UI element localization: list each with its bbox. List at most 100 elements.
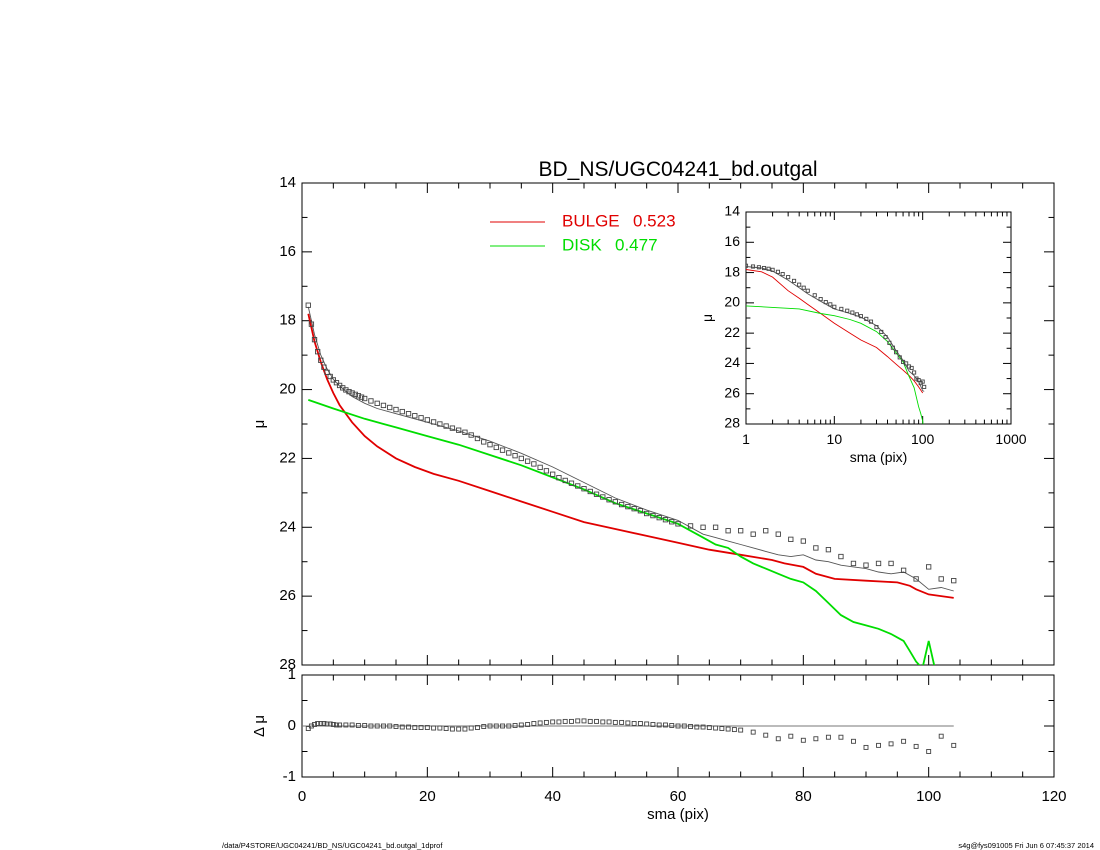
y-axis-label: μ bbox=[699, 314, 715, 322]
data-point bbox=[449, 726, 455, 732]
data-point bbox=[763, 528, 769, 534]
data-point bbox=[828, 302, 833, 307]
data-point bbox=[431, 725, 437, 731]
data-point bbox=[731, 727, 737, 733]
data-point bbox=[875, 560, 882, 567]
data-point bbox=[581, 718, 587, 724]
data-point bbox=[894, 350, 899, 355]
data-point bbox=[612, 499, 618, 505]
y-axis-label: μ bbox=[251, 420, 268, 429]
data-point bbox=[562, 477, 568, 484]
data-point bbox=[346, 388, 352, 395]
legend-disk-value: 0.477 bbox=[615, 235, 658, 254]
data-point bbox=[368, 398, 374, 404]
x-tick-label: 1000 bbox=[995, 431, 1026, 447]
data-point bbox=[712, 524, 719, 530]
data-point bbox=[600, 494, 606, 500]
data-point bbox=[468, 432, 474, 438]
data-point bbox=[890, 345, 895, 350]
data-point bbox=[631, 721, 637, 726]
data-point bbox=[845, 308, 850, 313]
data-point bbox=[418, 725, 424, 730]
data-point bbox=[518, 455, 524, 462]
data-point bbox=[631, 506, 637, 512]
y-tick-label: 26 bbox=[279, 587, 296, 604]
data-point bbox=[663, 722, 668, 728]
data-point bbox=[775, 531, 781, 537]
data-point bbox=[481, 439, 487, 445]
data-point bbox=[506, 723, 512, 729]
data-point bbox=[581, 486, 587, 492]
data-point bbox=[750, 531, 756, 537]
series-line-total bbox=[746, 266, 925, 392]
y-tick-label: 26 bbox=[724, 384, 740, 400]
data-point bbox=[888, 741, 894, 747]
data-point bbox=[750, 729, 756, 735]
data-point bbox=[575, 718, 581, 724]
data-point bbox=[813, 545, 819, 551]
data-point bbox=[612, 719, 618, 725]
data-point bbox=[374, 400, 380, 406]
data-point bbox=[550, 719, 556, 725]
data-point bbox=[951, 578, 957, 584]
x-tick-label: 100 bbox=[916, 788, 941, 805]
data-point bbox=[926, 749, 932, 754]
data-point bbox=[916, 378, 921, 383]
main-panel: 14 16 18 20 22 24 26 28 μ bbox=[251, 174, 1055, 673]
data-point bbox=[537, 464, 543, 471]
data-point bbox=[725, 528, 731, 534]
data-point bbox=[800, 538, 806, 544]
data-point bbox=[788, 536, 794, 542]
data-point bbox=[362, 395, 368, 402]
y-tick-label: 16 bbox=[724, 233, 740, 249]
data-point bbox=[909, 365, 914, 371]
data-point bbox=[738, 727, 744, 733]
x-tick-label: 120 bbox=[1041, 788, 1066, 805]
data-point bbox=[330, 377, 336, 383]
data-point bbox=[694, 724, 700, 730]
data-point bbox=[864, 316, 869, 321]
data-point bbox=[330, 722, 336, 727]
data-point bbox=[399, 724, 405, 730]
data-point bbox=[901, 738, 907, 744]
data-point bbox=[851, 738, 856, 744]
data-point bbox=[418, 415, 424, 421]
data-point bbox=[311, 337, 318, 343]
data-point bbox=[449, 425, 456, 431]
data-point bbox=[913, 576, 919, 582]
data-point bbox=[763, 732, 769, 738]
data-point bbox=[531, 461, 537, 467]
data-point bbox=[387, 404, 393, 411]
data-point bbox=[888, 560, 894, 567]
y-tick-label: 16 bbox=[279, 243, 296, 260]
data-point bbox=[606, 719, 612, 725]
y-tick-label: 18 bbox=[279, 312, 296, 329]
data-point bbox=[766, 266, 771, 271]
y-tick-label: 14 bbox=[279, 174, 296, 191]
data-point bbox=[475, 725, 480, 730]
data-point bbox=[430, 419, 437, 425]
x-tick-label: 0 bbox=[298, 788, 306, 805]
data-point bbox=[462, 429, 468, 435]
data-point bbox=[951, 742, 957, 748]
data-point bbox=[801, 285, 806, 290]
data-point bbox=[700, 524, 706, 530]
data-point bbox=[874, 325, 879, 330]
data-point bbox=[688, 724, 693, 729]
legend: BULGE 0.523 DISK 0.477 bbox=[490, 211, 676, 254]
data-point bbox=[587, 488, 593, 495]
x-tick-label: 40 bbox=[544, 788, 561, 805]
data-point bbox=[812, 293, 817, 298]
data-point bbox=[805, 288, 810, 293]
data-point bbox=[337, 722, 343, 728]
data-point bbox=[512, 453, 518, 459]
data-point bbox=[393, 406, 399, 413]
data-point bbox=[625, 503, 631, 510]
data-point bbox=[780, 272, 785, 277]
data-point bbox=[858, 314, 863, 319]
y-tick-label: 28 bbox=[279, 656, 296, 673]
data-point bbox=[327, 373, 333, 380]
data-point bbox=[500, 723, 505, 729]
data-point bbox=[474, 435, 481, 442]
